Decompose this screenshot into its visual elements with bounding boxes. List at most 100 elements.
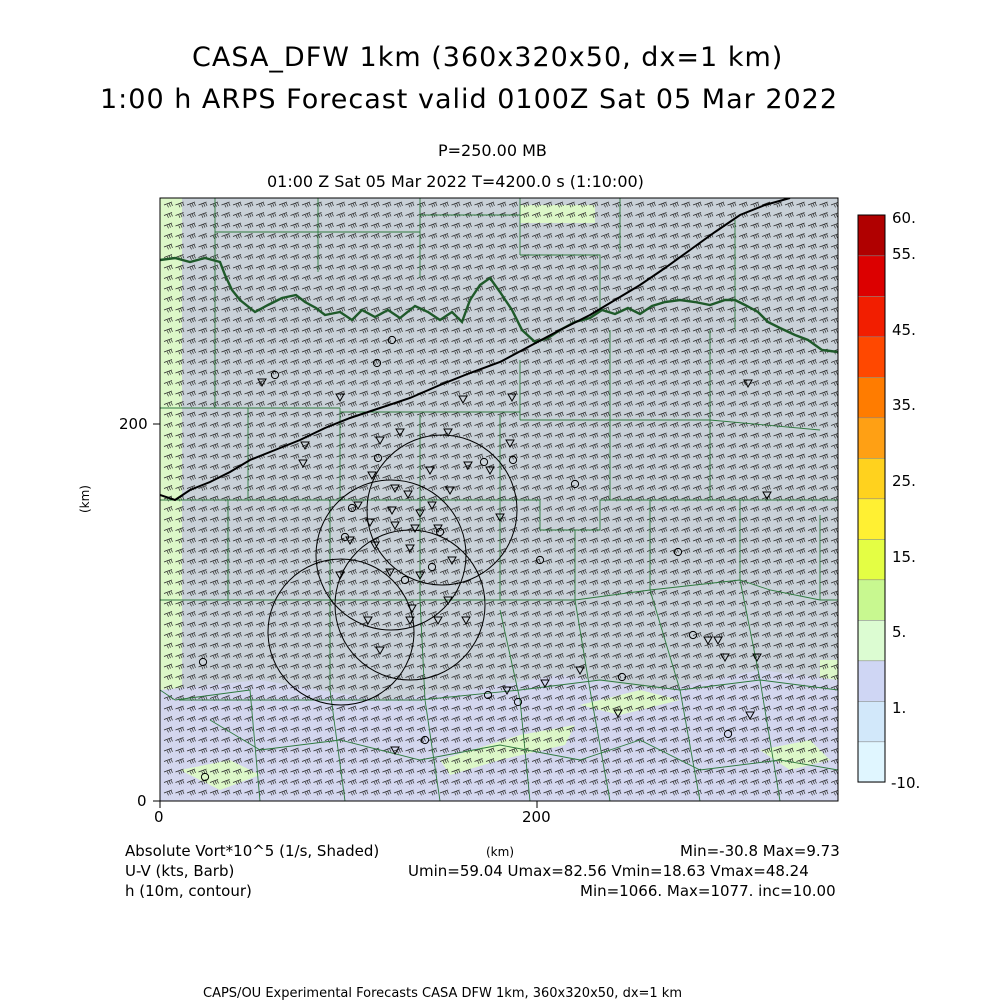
down-triangle-marker — [433, 616, 443, 626]
vorticity-shade-band — [180, 760, 260, 790]
circle-marker — [479, 457, 489, 467]
circle-marker — [387, 335, 397, 345]
title-line1: CASA_DFW 1km (360x320x50, dx=1 km) — [192, 42, 784, 73]
circle-marker — [347, 503, 357, 513]
down-triangle-marker — [370, 541, 380, 551]
legend-field-vorticity: Absolute Vort*10^5 (1/s, Shaded) — [125, 842, 380, 860]
height-contours — [267, 434, 518, 706]
y-tick-label: 200 — [119, 415, 148, 433]
down-triangle-marker — [335, 393, 345, 403]
vorticity-shade-band — [440, 725, 575, 775]
circle-marker — [200, 772, 210, 782]
colorbar-swatch — [857, 457, 886, 500]
down-triangle-marker — [375, 646, 385, 656]
down-triangle-marker — [298, 459, 308, 469]
colorbar-frame — [857, 214, 886, 783]
down-triangle-marker — [485, 466, 495, 476]
colorbar-label: 60. — [892, 209, 916, 227]
down-triangle-marker — [540, 679, 550, 689]
legend-field-height: h (10m, contour) — [125, 882, 252, 900]
colorbar — [857, 214, 886, 783]
down-triangle-marker — [745, 711, 755, 721]
down-triangle-marker — [300, 441, 310, 451]
down-triangle-marker — [445, 486, 455, 496]
domain-boundary-line — [160, 198, 791, 502]
down-triangle-marker — [427, 501, 437, 511]
circle-marker — [513, 697, 523, 707]
footer-credit: CAPS/OU Experimental Forecasts CASA DFW … — [203, 986, 683, 1001]
down-triangle-marker — [405, 616, 415, 626]
circle-marker — [483, 690, 493, 700]
down-triangle-marker — [415, 571, 425, 581]
down-triangle-marker — [395, 428, 405, 438]
down-triangle-marker — [390, 484, 400, 494]
colorbar-swatch — [857, 255, 886, 297]
down-triangle-marker — [345, 536, 355, 546]
title-line2: 1:00 h ARPS Forecast valid 0100Z Sat 05 … — [100, 84, 839, 115]
down-triangle-marker — [410, 524, 420, 534]
circle-marker — [373, 453, 383, 463]
axis-ticks — [153, 423, 538, 808]
down-triangle-marker — [505, 439, 515, 449]
colorbar-label: 5. — [892, 623, 907, 641]
y-axis-label: (km) — [78, 484, 93, 514]
down-triangle-marker — [385, 568, 395, 578]
vorticity-shade-band — [520, 205, 595, 223]
circle-marker — [535, 555, 545, 565]
colorbar-label: 45. — [892, 321, 916, 339]
circle-marker — [688, 630, 698, 640]
down-triangle-marker — [752, 653, 762, 663]
wind-barb-field — [163, 201, 838, 796]
down-triangle-marker — [762, 491, 772, 501]
level-label: P=250.00 MB — [438, 141, 547, 160]
down-triangle-marker — [463, 461, 473, 471]
circle-marker — [400, 575, 410, 585]
circle-marker — [372, 358, 382, 368]
down-triangle-marker — [405, 544, 415, 554]
down-triangle-marker — [415, 509, 425, 519]
station-markers — [198, 335, 772, 782]
down-triangle-marker — [335, 571, 345, 581]
circle-marker — [570, 479, 580, 489]
x-tick-label: 0 — [154, 808, 164, 826]
down-triangle-marker — [713, 636, 723, 646]
circle-marker — [420, 735, 430, 745]
down-triangle-marker — [502, 686, 512, 696]
circle-marker — [723, 729, 733, 739]
colorbar-swatch — [857, 214, 886, 257]
down-triangle-marker — [507, 393, 517, 403]
legend-stats-vorticity: Min=-30.8 Max=9.73 — [680, 842, 840, 860]
vorticity-shade-band — [580, 690, 680, 715]
circle-marker — [270, 370, 280, 380]
down-triangle-marker — [257, 378, 267, 388]
down-triangle-marker — [447, 556, 457, 566]
county-boundaries — [160, 198, 838, 801]
colorbar-label: 15. — [892, 548, 916, 566]
down-triangle-marker — [375, 436, 385, 446]
colorbar-swatch — [857, 417, 886, 459]
colorbar-swatch — [857, 498, 886, 540]
colorbar-label: 25. — [892, 472, 916, 490]
colorbar-swatch — [857, 376, 886, 419]
down-triangle-marker — [458, 395, 468, 405]
wind-barb-icon — [163, 201, 838, 796]
down-triangle-marker — [365, 518, 375, 528]
x-tick-label: 200 — [522, 808, 551, 826]
colorbar-label: 35. — [892, 396, 916, 414]
down-triangle-marker — [367, 471, 377, 481]
legend-field-wind: U-V (kts, Barb) — [125, 862, 235, 880]
down-triangle-marker — [403, 490, 413, 500]
colorbar-label: 1. — [892, 699, 907, 717]
colorbar-label: 55. — [892, 245, 916, 263]
down-triangle-marker — [407, 604, 417, 614]
circle-marker — [435, 527, 445, 537]
colorbar-swatch — [857, 619, 886, 662]
y-tick-label: 0 — [137, 792, 147, 810]
down-triangle-marker — [363, 616, 373, 626]
down-triangle-marker — [425, 466, 435, 476]
down-triangle-marker — [387, 506, 397, 516]
legend-stats-height: Min=1066. Max=1077. inc=10.00 — [580, 882, 836, 900]
down-triangle-marker — [443, 596, 453, 606]
down-triangle-marker — [461, 616, 471, 626]
